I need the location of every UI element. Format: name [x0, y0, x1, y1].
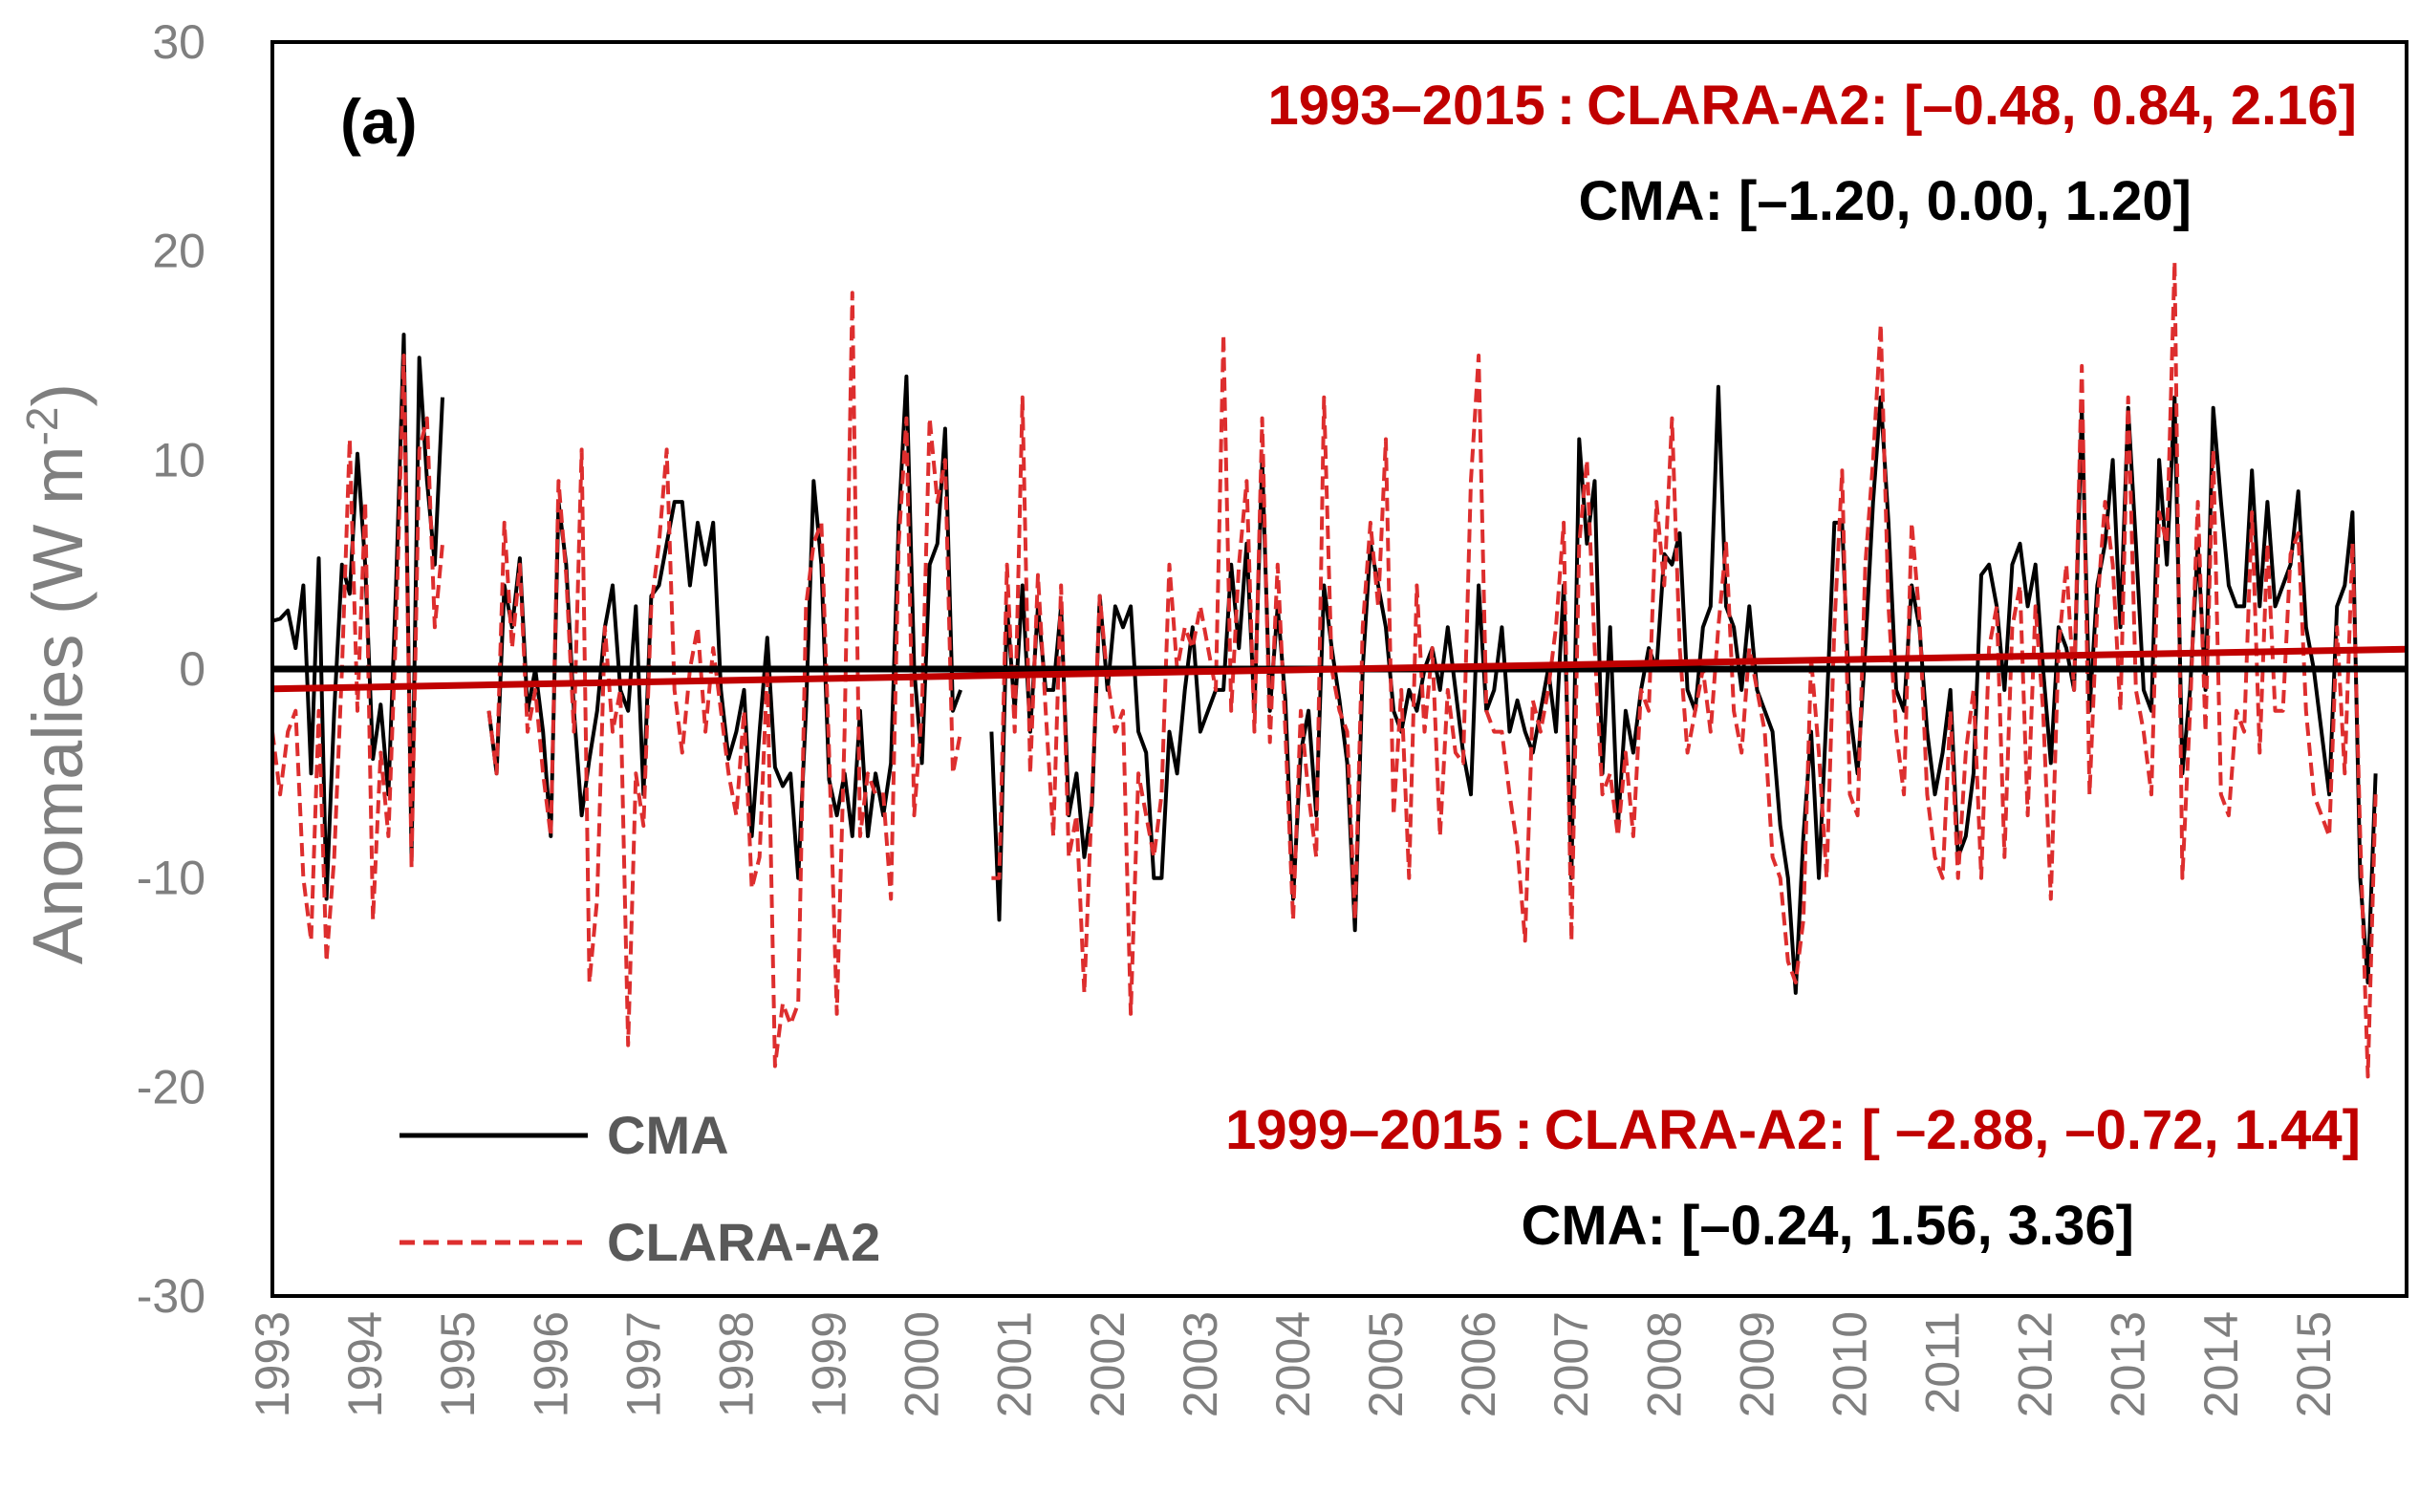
annotation-clara-1: CLARA-A2: [–0.48, 0.84, 2.16] [1587, 75, 2357, 137]
x-tick-label: 2010 [1823, 1311, 1876, 1417]
x-tick-label: 1997 [616, 1311, 670, 1417]
y-tick-label: -30 [137, 1269, 205, 1323]
x-tick-label: 2013 [2102, 1311, 2155, 1417]
x-tick-label: 2015 [2287, 1311, 2341, 1417]
annotation-1993-2015: 1993–2015: CLARA-A2: [–0.48, 0.84, 2.16] … [1268, 75, 2358, 232]
x-tick-label: 1996 [524, 1311, 577, 1417]
annotation-sep-1: : [1557, 75, 1575, 137]
y-tick-label: -20 [137, 1060, 205, 1113]
y-tick-label: 30 [152, 15, 205, 69]
x-tick-label: 1999 [803, 1311, 856, 1417]
legend-label-cma: CMA [607, 1105, 729, 1165]
svg-text:1999–2015:CLARA-A2: [ –2.88, –: 1999–2015: CLARA-A2: [ –2.88, –0.72, 1.44… [1225, 1099, 2361, 1161]
x-tick-label: 2001 [988, 1311, 1042, 1417]
y-tick-label: 10 [152, 433, 205, 486]
x-tick-label: 2002 [1081, 1311, 1134, 1417]
x-tick-label: 1995 [431, 1311, 485, 1417]
legend-label-clara: CLARA-A2 [607, 1212, 880, 1272]
y-tick-label: 0 [179, 642, 205, 696]
plot-frame [270, 40, 2408, 1298]
x-tick-label: 2011 [1916, 1311, 1970, 1415]
annotation-clara-2: CLARA-A2: [ –2.88, –0.72, 1.44] [1544, 1099, 2361, 1161]
y-tick-label: 20 [152, 225, 205, 278]
x-tick-label: 2000 [896, 1311, 949, 1417]
x-tick-label: 2008 [1637, 1311, 1691, 1417]
x-tick-label: 1994 [338, 1311, 392, 1417]
x-tick-label: 2005 [1359, 1311, 1413, 1417]
x-tick-label: 2006 [1452, 1311, 1505, 1417]
panel-label: (a) [340, 86, 418, 157]
annotation-period-1: 1993–2015 [1268, 75, 1545, 137]
x-tick-label: 2007 [1544, 1311, 1598, 1417]
x-tick-label: 2009 [1730, 1311, 1783, 1417]
annotation-cma-2: CMA: [–0.24, 1.56, 3.36] [1521, 1195, 2134, 1257]
annotation-sep-2: : [1514, 1099, 1532, 1161]
annotation-cma-1: CMA: [–1.20, 0.00, 1.20] [1578, 170, 2192, 232]
legend: CMA CLARA-A2 [400, 1105, 880, 1272]
series-line-clara [270, 259, 2378, 1079]
x-tick-label: 1998 [709, 1311, 763, 1417]
trend-line-clara [271, 645, 2408, 693]
x-tick-label: 2004 [1266, 1311, 1320, 1417]
plot-lines [270, 259, 2408, 1079]
y-axis-label: Anomalies (W m-2) [17, 383, 97, 964]
x-axis-ticks: 1993 1994 1995 1996 1997 1998 1999 2000 2001 2002… [246, 1311, 2341, 1417]
x-tick-label: 2014 [2194, 1311, 2248, 1417]
annotation-1999-2015: 1999–2015: CLARA-A2: [ –2.88, –0.72, 1.44… [1225, 1099, 2361, 1257]
svg-text:1993–2015:CLARA-A2: [–0.48, 0.: 1993–2015: CLARA-A2: [–0.48, 0.84, 2.16] [1268, 75, 2358, 137]
y-tick-label: -10 [137, 852, 205, 905]
x-tick-label: 2003 [1174, 1311, 1227, 1417]
x-tick-label: 1993 [246, 1311, 299, 1417]
x-tick-label: 2012 [2009, 1311, 2063, 1417]
y-axis-ticks: -30 -20 -10 0 10 20 30 [137, 15, 205, 1323]
annotation-period-2: 1999–2015 [1225, 1099, 1502, 1161]
